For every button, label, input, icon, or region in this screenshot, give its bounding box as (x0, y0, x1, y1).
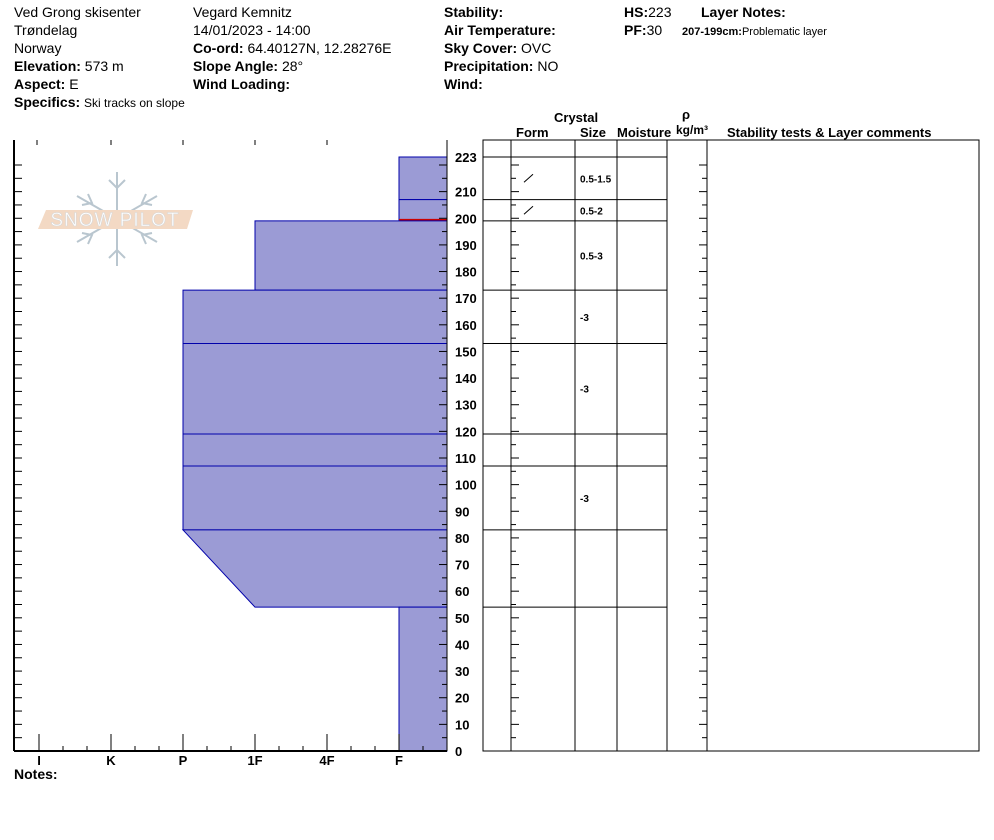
coord-label: Co-ord: (193, 40, 244, 56)
crystal-size-1: 0.5-2 (580, 206, 603, 217)
crystal-size-0: 0.5-1.5 (580, 174, 612, 185)
pf-label: PF: (624, 22, 647, 38)
hs: HS:223 (624, 3, 671, 21)
wind-label: Wind: (444, 76, 483, 92)
hardness-layer-5 (182, 433, 448, 467)
wind-loading-label: Wind Loading: (193, 76, 291, 92)
slope-label: Slope Angle: (193, 58, 279, 74)
coord-value: 64.40127N, 12.28276E (247, 40, 392, 56)
hardness-layer-8 (398, 606, 448, 752)
height-tick-label: 170 (455, 291, 477, 306)
elevation: Elevation: 573 m (14, 57, 124, 75)
decomposing-fragments-icon (523, 205, 534, 215)
elevation-label: Elevation: (14, 58, 81, 74)
precipitation: Precipitation: NO (444, 57, 558, 75)
height-tick-label: 130 (455, 398, 477, 413)
height-tick-label: 190 (455, 238, 477, 253)
hardness-layer-1 (398, 199, 448, 222)
specifics-value: Ski tracks on slope (84, 96, 185, 110)
hardness-label-P: P (179, 753, 188, 768)
crystal-header: Crystal (554, 110, 599, 125)
crystal-size-6: -3 (580, 494, 589, 505)
height-tick-label: 60 (455, 584, 469, 599)
form-header: Form (516, 125, 549, 140)
height-tick-label: 180 (455, 265, 477, 280)
height-tick-label: 30 (455, 664, 469, 679)
height-tick-label: 110 (455, 451, 476, 466)
comments-header: Stability tests & Layer comments (727, 125, 932, 140)
air-temp-label: Air Temperature: (444, 22, 556, 38)
density-unit-header: kg/m³ (676, 123, 709, 137)
height-tick-label: 120 (455, 424, 477, 439)
layer-note-range: 207-199cm: (682, 26, 742, 38)
hs-label: HS: (624, 4, 649, 20)
height-tick-label: 210 (455, 185, 477, 200)
notes-label: Notes: (14, 766, 58, 782)
moisture-header: Moisture (617, 125, 672, 140)
height-tick-label: 20 (455, 691, 469, 706)
slope-value: 28° (281, 58, 304, 74)
location: Ved Grong skisenter (14, 4, 141, 20)
hardness-layer-2 (254, 220, 448, 291)
pf-value: 30 (646, 22, 663, 38)
hardness-label-F: F (395, 753, 403, 768)
hs-value: 223 (648, 4, 672, 20)
aspect-label: Aspect: (14, 76, 66, 92)
height-tick-label: 150 (455, 344, 477, 359)
height-tick-label: 50 (455, 611, 469, 626)
region: Trøndelag (14, 22, 78, 38)
precip-label: Precipitation: (444, 58, 534, 74)
country: Norway (14, 40, 62, 56)
layer-note-text: Problematic layer (741, 26, 827, 38)
hardness-layer-0 (398, 156, 448, 201)
specifics-label: Specifics: (14, 94, 81, 110)
hardness-layer-3 (182, 289, 448, 344)
layer-note: 207-199cm:Problematic layer (682, 22, 827, 41)
hardness-layer-7 (181, 529, 448, 608)
height-tick-label: 223 (455, 150, 477, 165)
sky-cover: Sky Cover: OVC (444, 39, 551, 57)
aspect-value: E (69, 76, 79, 92)
precip-value: NO (537, 58, 559, 74)
height-tick-label: 0 (455, 744, 462, 759)
sky-value: OVC (521, 40, 552, 56)
aspect: Aspect: E (14, 75, 79, 93)
hardness-label-1F: 1F (247, 753, 262, 768)
coord: Co-ord: 64.40127N, 12.28276E (193, 39, 391, 57)
datetime: 14/01/2023 - 14:00 (193, 22, 311, 38)
rho-header: ρ (682, 107, 691, 122)
sky-label: Sky Cover: (444, 40, 518, 56)
height-tick-label: 80 (455, 531, 469, 546)
slope-angle: Slope Angle: 28° (193, 57, 303, 75)
hardness-label-4F: 4F (319, 753, 334, 768)
height-tick-label: 160 (455, 318, 477, 333)
crystal-size-2: 0.5-3 (580, 252, 603, 263)
hardness-layer-4 (182, 342, 448, 435)
height-tick-label: 200 (455, 211, 477, 226)
stability-label: Stability: (444, 4, 504, 20)
hardness-label-I: I (37, 753, 41, 768)
pf: PF:30 (624, 21, 662, 39)
crystal-size-3: -3 (580, 313, 589, 324)
decomposing-fragments-icon (523, 173, 534, 183)
height-tick-label: 40 (455, 637, 469, 652)
crystal-size-4: -3 (580, 385, 589, 396)
height-tick-label: 10 (455, 717, 469, 732)
layer-table-frame (482, 139, 980, 752)
size-header: Size (580, 125, 607, 140)
elevation-value: 573 m (84, 58, 124, 74)
height-tick-label: 90 (455, 504, 469, 519)
hardness-label-K: K (106, 753, 116, 768)
hardness-layer-6 (182, 465, 448, 531)
height-tick-label: 140 (455, 371, 477, 386)
height-tick-label: 70 (455, 558, 469, 573)
observer: Vegard Kemnitz (193, 4, 292, 20)
height-tick-label: 100 (455, 478, 477, 493)
layer-notes-label: Layer Notes: (701, 4, 786, 20)
specifics: Specifics: Ski tracks on slope (14, 93, 185, 112)
